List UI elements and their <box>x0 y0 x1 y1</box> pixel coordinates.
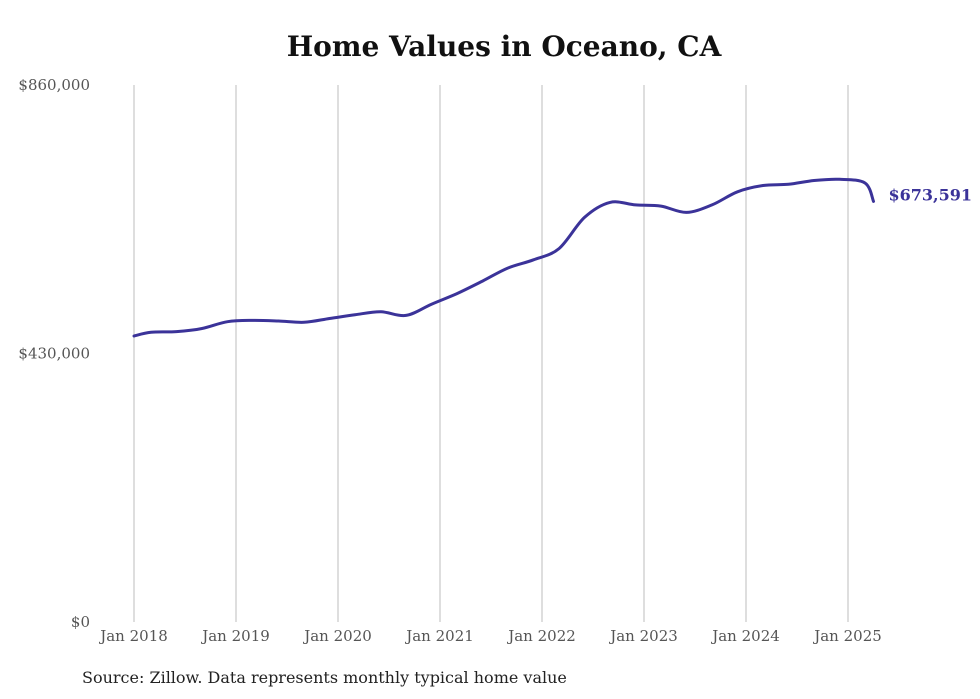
x-tick-label: Jan 2020 <box>302 627 372 645</box>
x-tick-label: Jan 2025 <box>812 627 882 645</box>
source-note: Source: Zillow. Data represents monthly … <box>82 668 567 687</box>
x-tick-label: Jan 2019 <box>200 627 270 645</box>
y-axis-ticks: $0 $430,000 $860,000 <box>18 76 90 631</box>
x-tick-label: Jan 2021 <box>404 627 474 645</box>
end-value-label: $673,591 <box>889 185 973 204</box>
y-tick-label: $430,000 <box>18 345 90 363</box>
series-layer: $673,591 <box>132 177 973 338</box>
series-line <box>132 177 875 338</box>
x-tick-label: Jan 2024 <box>710 627 780 645</box>
x-axis-ticks: Jan 2018 Jan 2019 Jan 2020 Jan 2021 Jan 2022… <box>98 627 882 645</box>
y-tick-label: $0 <box>71 613 90 631</box>
grid-lines <box>133 85 849 622</box>
chart-title: Home Values in Oceano, CA <box>286 30 722 63</box>
x-tick-label: Jan 2023 <box>608 627 678 645</box>
y-tick-label: $860,000 <box>18 76 90 94</box>
x-tick-label: Jan 2022 <box>506 627 576 645</box>
x-tick-label: Jan 2018 <box>98 627 168 645</box>
